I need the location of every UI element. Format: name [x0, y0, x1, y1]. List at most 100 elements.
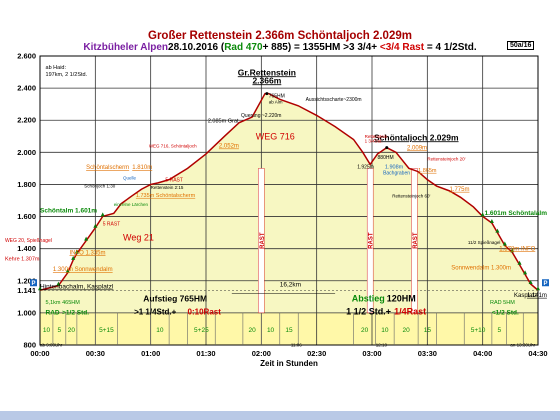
chart-annotation: Rettenstein [365, 134, 388, 139]
chart-annotation: Rettensteinjoch 60' [392, 193, 430, 198]
chart-annotation: WEG 716 [256, 131, 295, 141]
segment-minutes: 20 [248, 327, 256, 334]
chart-annotation: 11:06 [291, 343, 302, 348]
segment-minutes: 15 [424, 327, 432, 334]
chart-annotation: 2.085m Grat [208, 119, 239, 125]
tree-icon [71, 255, 76, 260]
chart-annotation: WEG 20, Spießnagel [5, 238, 52, 244]
chart-annotation: RAD 5HM [490, 300, 515, 306]
segment-minutes: 10 [267, 327, 275, 334]
segment-minutes: 15 [285, 327, 293, 334]
tree-icon [100, 212, 105, 217]
subtitle-part: = 4 1/2Std. [424, 42, 477, 53]
rast-bar [411, 168, 418, 314]
chart-annotation: 1/4Rast [394, 306, 426, 316]
segment-minutes: 20 [68, 327, 76, 334]
chart-annotation: Kehre 1.307m [5, 257, 40, 263]
page-id-badge: 50a/16 [507, 41, 535, 50]
chart-annotation: 12:10 [376, 343, 388, 348]
chart-annotation: Schöntalscherm [86, 165, 129, 171]
chart-annotation: RAD [46, 309, 60, 316]
chart-annotation: 11/2 Spießnagel [468, 240, 500, 245]
y-tick-label: 2.000 [17, 148, 36, 157]
segment-minutes: 5 [497, 327, 501, 334]
x-tick-label: 00:30 [86, 349, 105, 358]
tree-icon [528, 279, 533, 284]
segment-minutes: 5+25 [194, 327, 209, 334]
rast-label: RAST [369, 232, 375, 249]
chart-annotation: Schönjoch 1:30 [84, 183, 116, 188]
chart-annotation: 1.378m INFO [499, 246, 535, 252]
chart-annotation: an 13:30Uhr [510, 343, 535, 348]
chart-annotation: 120HM [387, 294, 416, 304]
y-tick-label: 1.000 [17, 308, 36, 317]
parking-icon [30, 279, 37, 287]
tree-icon [480, 212, 485, 217]
chart-annotation: Schöntalm 1.601m [40, 208, 97, 215]
segment-minutes: 5+15 [99, 327, 114, 334]
x-tick-label: 01:30 [196, 349, 215, 358]
x-tick-label: 00:00 [30, 349, 49, 358]
chart-annotation: 765HM [269, 94, 285, 100]
page-subtitle: Kitzbüheler Alpen28.10.2016 (Rad 470+ 88… [0, 42, 560, 53]
chart-annotation: Sonnwendalm 1.300m [451, 266, 511, 272]
plot-frame [39, 55, 539, 346]
chart-annotation: 1.601m Schöntalalm [485, 210, 548, 217]
subtitle-part: Kitzbüheler Alpen [83, 42, 169, 53]
segment-minutes: 10 [43, 327, 51, 334]
chart-annotation: 1.775m [449, 187, 469, 193]
profile-line [39, 92, 539, 291]
chart-annotation: ab Alm [269, 99, 283, 104]
chart-annotation: INFO 1.335m [70, 250, 106, 256]
tree-icon [56, 281, 61, 286]
chart-annotation: 1.141m [527, 293, 547, 299]
x-tick-label: 04:30 [528, 349, 547, 358]
x-tick-label: 04:00 [473, 349, 492, 358]
chart-annotation: 2.052m [219, 144, 239, 150]
tree-icon [93, 223, 98, 228]
peak-label: Schöntaljoch 2.029m [374, 132, 459, 142]
chart-annotation: ab 9:00Uhr [40, 343, 63, 348]
chart-annotation: 1.810m [132, 165, 152, 171]
chart-annotation: Rettensteinjoch 20' [427, 157, 465, 162]
subtitle-part: <3/4 Rast [379, 42, 425, 53]
y-tick-label: 1.400 [17, 244, 36, 253]
chart-annotation: Rettenstein 2:15 [151, 185, 184, 190]
chart-annotation: >1/2 Std. [62, 309, 89, 316]
parking-label: P [543, 281, 547, 287]
tree-icon [489, 218, 494, 223]
chart-annotation: 1 1/2 Std.+ [346, 306, 391, 316]
tree-icon [536, 286, 540, 291]
peak-label: Gr.Rettenstein [238, 67, 296, 77]
subtitle-part: Rad 470 [224, 42, 263, 53]
x-tick-label: 02:30 [307, 349, 326, 358]
chart-annotation: ab Haid: [46, 65, 67, 71]
peak-marker [385, 146, 389, 150]
parking-label: P [31, 281, 35, 287]
tree-icon [74, 249, 79, 254]
chart-annotation: 5 RAST [165, 178, 183, 184]
chart-annotation: Bachgraben [383, 170, 410, 176]
rast-label: RAST [413, 232, 419, 249]
y-tick-label: 1.800 [17, 180, 36, 189]
peak-label: 2.366m [252, 75, 281, 85]
chart-annotation: Quelle [123, 176, 137, 181]
chart-annotation: 1.735m Schöntalscherm [136, 193, 196, 199]
tree-icon [523, 270, 528, 275]
x-axis-title: Zeit in Stunden [260, 359, 318, 368]
segment-minutes: 20 [403, 327, 411, 334]
tree-icon [84, 236, 89, 241]
y-tick-label: 1.141 [17, 286, 36, 295]
peak-marker [265, 92, 269, 96]
segment-minutes: 10 [381, 327, 389, 334]
chart-annotation: Aussichtsscharte~2300m [306, 97, 362, 103]
chart-annotation: 0:10Rast [188, 307, 222, 316]
chart-annotation: 2.009m [407, 145, 427, 151]
y-tick-label: 800 [23, 341, 36, 350]
tree-icon [65, 268, 70, 273]
subtitle-part: + 885) = 1355HM >3 3/4+ [262, 42, 380, 53]
time-band [40, 312, 538, 345]
chart-annotation: 1.925m [357, 164, 374, 170]
